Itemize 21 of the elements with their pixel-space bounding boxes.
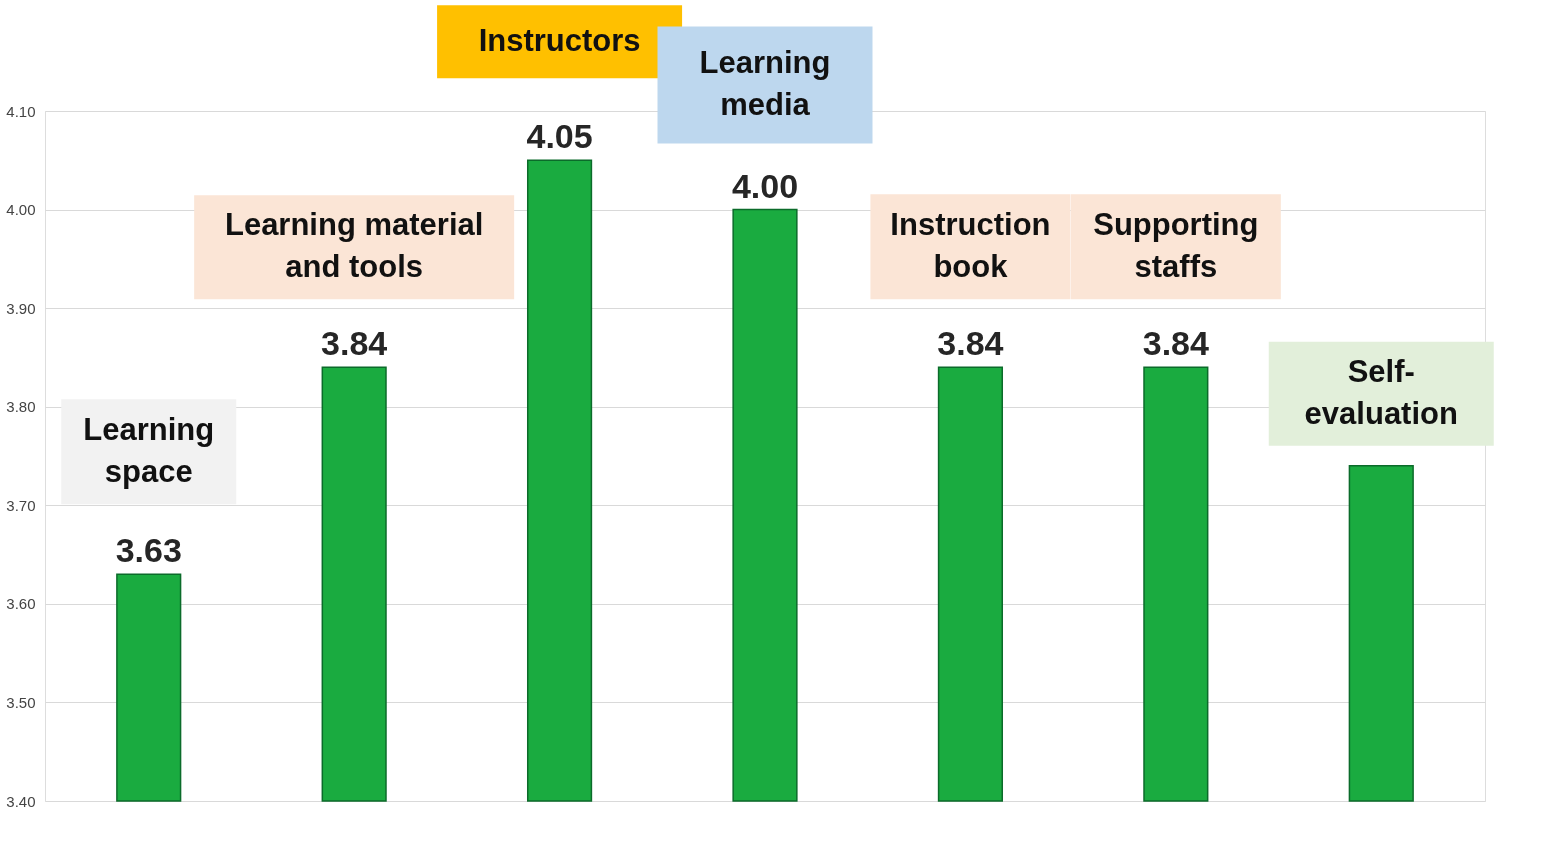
data-label: 3.63 xyxy=(115,531,182,570)
data-label: 3.84 xyxy=(1142,324,1210,363)
x-tick-label: Instruction book xyxy=(890,206,1051,284)
y-tick-label: 3.40 xyxy=(6,792,36,810)
data-label: 4.05 xyxy=(526,117,593,156)
y-tick-label: 3.70 xyxy=(6,496,36,514)
data-label: 3.84 xyxy=(937,324,1004,363)
x-tick-label: Instructors xyxy=(478,22,641,58)
data-label: 4.00 xyxy=(731,166,799,205)
x-tick-label: Learning material and tools xyxy=(224,207,484,285)
y-tick-label: 3.50 xyxy=(6,693,36,711)
x-tick-label: Learning media xyxy=(699,45,831,123)
data-label: 3.84 xyxy=(321,324,388,363)
y-tick-label: 3.80 xyxy=(6,398,36,416)
x-tick-label: Supporting staffs xyxy=(1093,206,1259,284)
x-tick-label: Learning space xyxy=(83,411,215,489)
y-tick-label: 4.10 xyxy=(6,102,36,120)
x-tick-label: Self- evaluation xyxy=(1304,353,1458,431)
y-tick-label: 3.90 xyxy=(6,299,36,317)
y-tick-label: 3.60 xyxy=(6,595,36,613)
y-tick-label: 4.00 xyxy=(6,201,36,219)
